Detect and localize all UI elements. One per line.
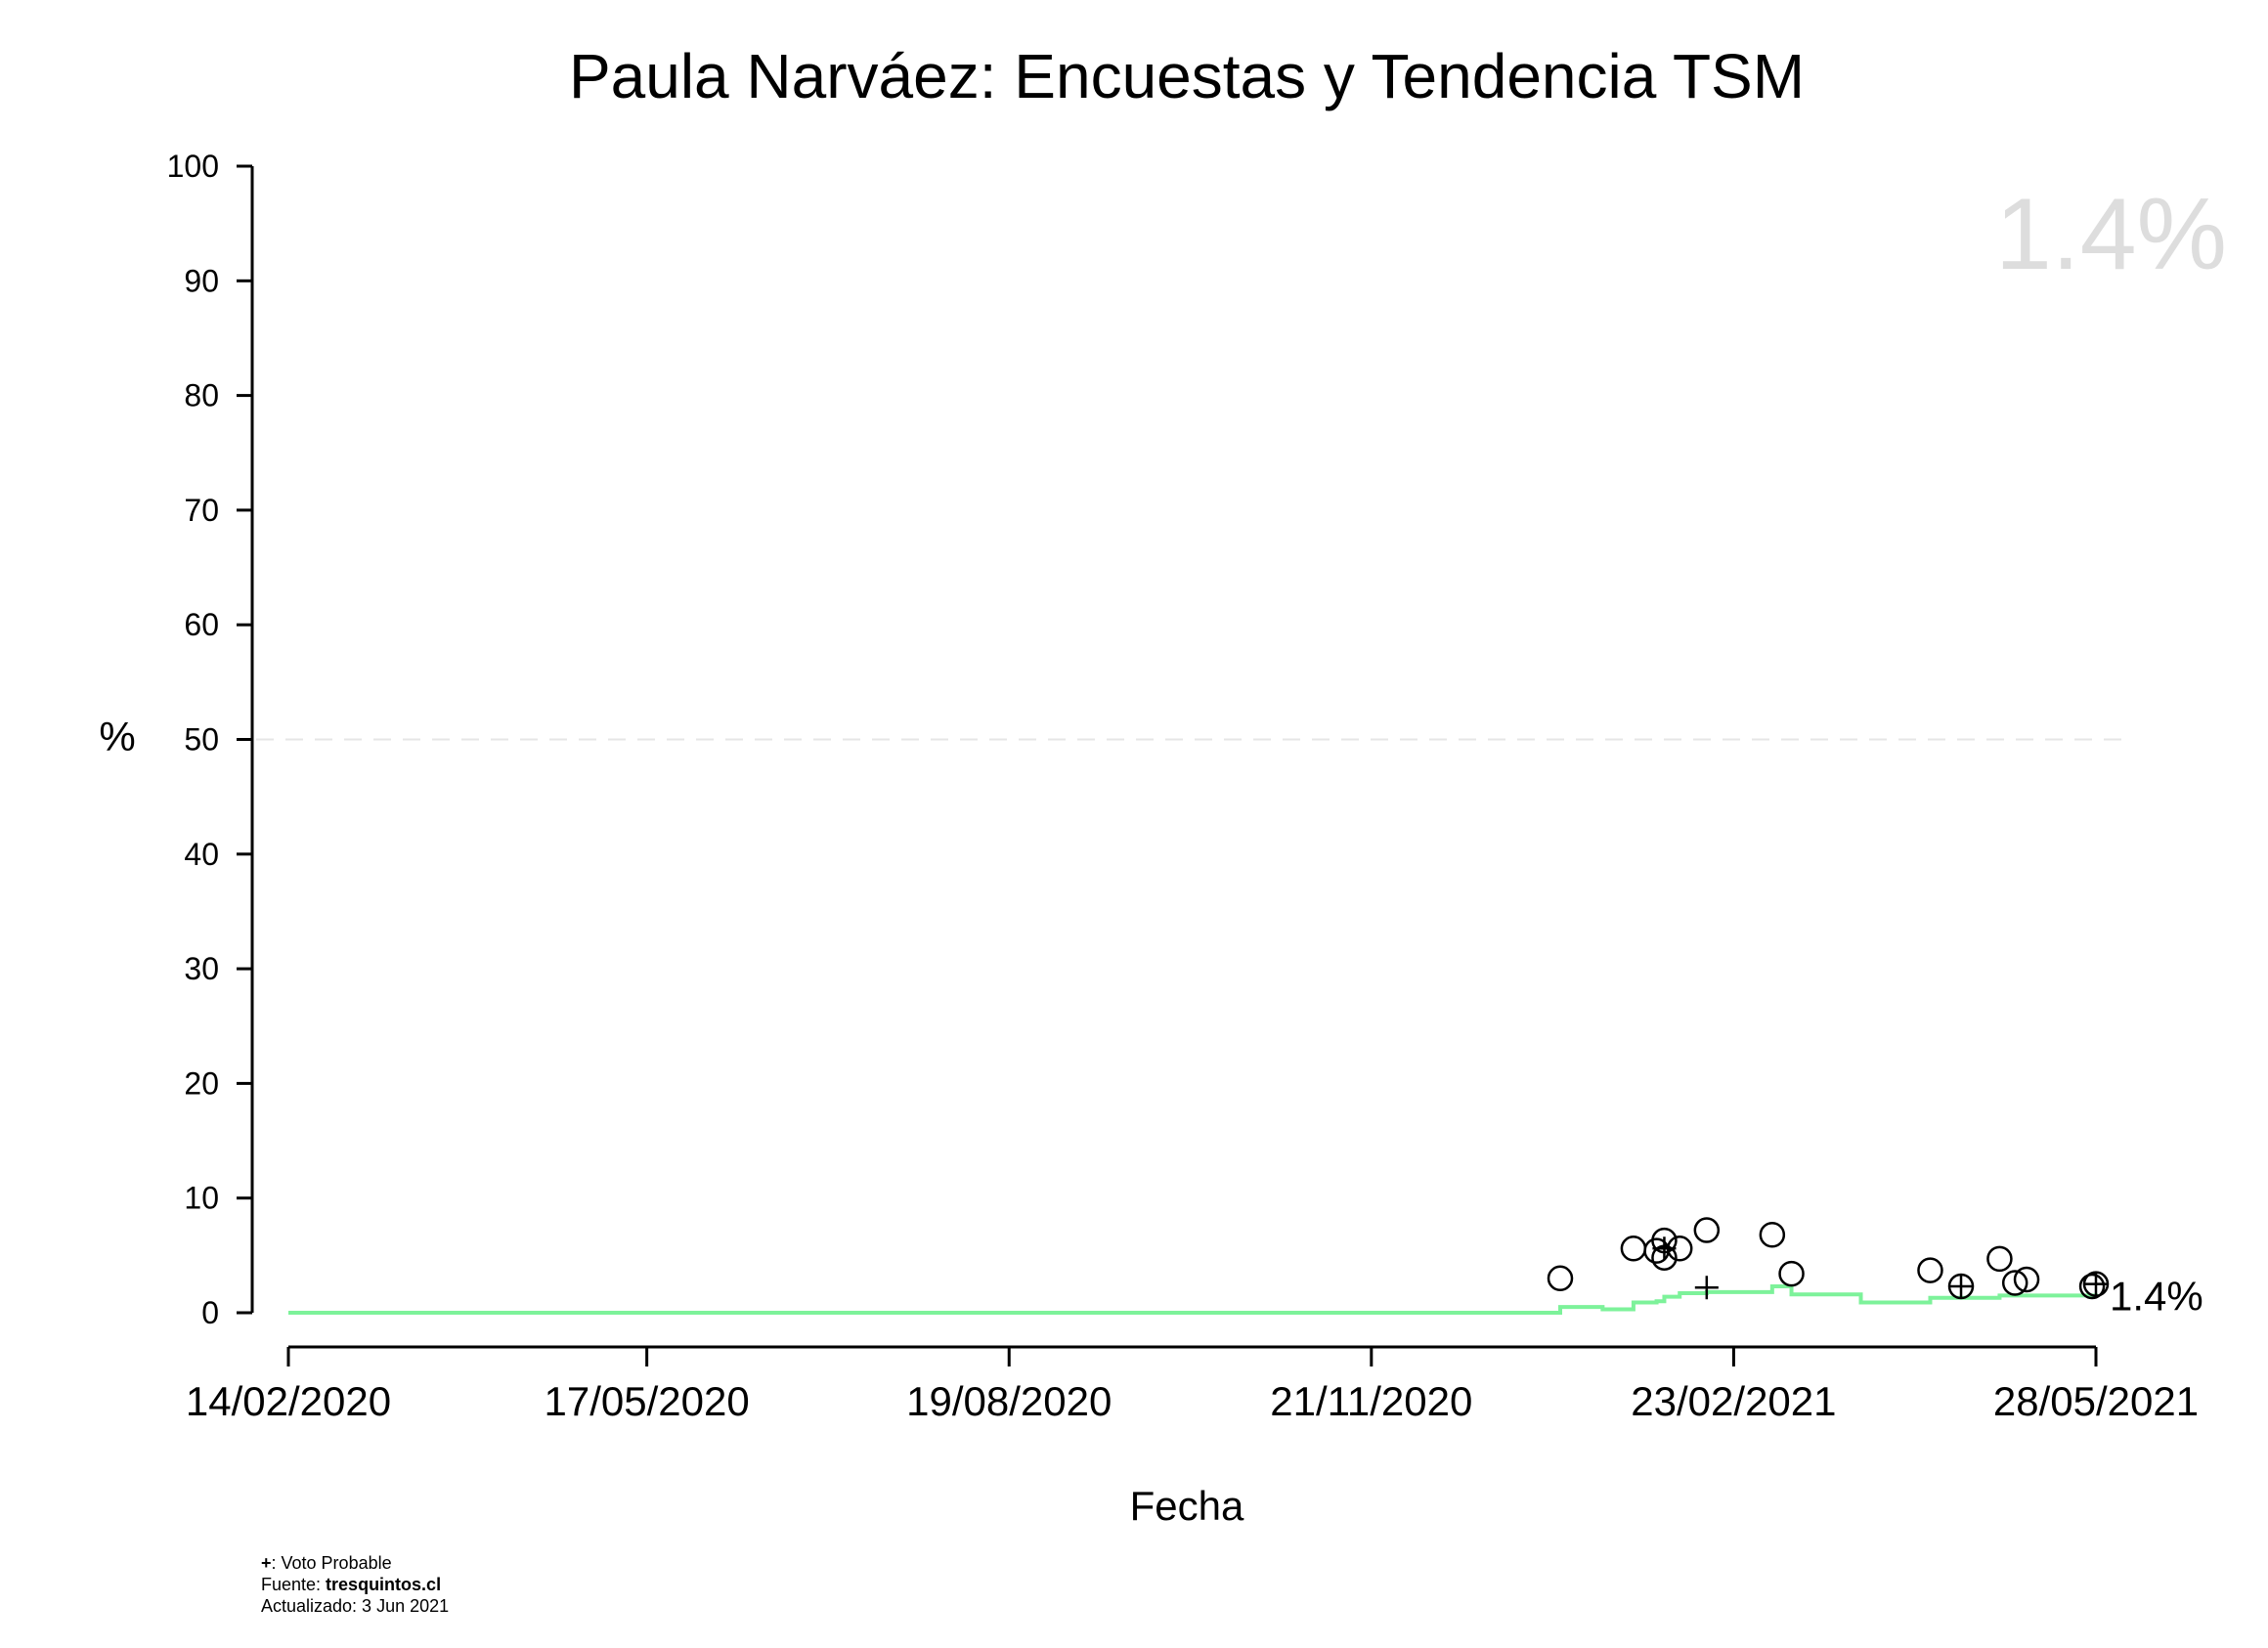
- poll-point: [1547, 1265, 1574, 1292]
- footer-updated: Actualizado: 3 Jun 2021: [261, 1596, 450, 1616]
- likely-voter-point: [1652, 1236, 1677, 1261]
- likely-voter-point: [1949, 1275, 1974, 1299]
- footer-source-prefix: Fuente:: [261, 1575, 327, 1594]
- y-tick-label: 10: [184, 1181, 219, 1216]
- y-axis: 0 10 20 30 40 50 60 70 80 90 100: [167, 149, 254, 1330]
- poll-point: [1917, 1257, 1943, 1283]
- poll-point: [1986, 1245, 2013, 1273]
- trend-line: [288, 1284, 2098, 1315]
- y-tick-label: 60: [184, 607, 219, 642]
- poll-points: [1547, 1217, 2110, 1300]
- y-tick-label: 40: [184, 837, 219, 872]
- chart-title: Paula Narváez: Encuestas y Tendencia TSM: [569, 41, 1805, 111]
- y-tick-label: 30: [184, 951, 219, 986]
- poll-point: [2013, 1266, 2040, 1293]
- x-axis-label: Fecha: [1130, 1483, 1244, 1529]
- y-tick-label: 50: [184, 722, 219, 758]
- chart-footer: +: Voto Probable Fuente: tresquintos.cl …: [261, 1552, 449, 1617]
- y-tick-label: 0: [201, 1295, 219, 1330]
- footer-source-name: tresquintos.cl: [326, 1575, 442, 1594]
- y-axis-label: %: [99, 714, 135, 759]
- poll-point: [2001, 1270, 2028, 1296]
- poll-point: [1620, 1236, 1647, 1262]
- x-tick-label: 21/11/2020: [1270, 1378, 1472, 1424]
- footer-source: Fuente: tresquintos.cl: [261, 1574, 449, 1595]
- footer-legend: +: Voto Probable: [261, 1552, 449, 1574]
- x-tick-label: 23/02/2021: [1631, 1378, 1836, 1424]
- likely-voter-point: [1694, 1276, 1719, 1300]
- poll-point: [1778, 1260, 1805, 1287]
- poll-point: [2078, 1273, 2106, 1300]
- y-tick-label: 80: [184, 378, 219, 413]
- y-tick-label: 20: [184, 1065, 219, 1101]
- footer-legend-text: : Voto Probable: [271, 1553, 392, 1573]
- y-tick-label: 70: [184, 493, 219, 528]
- poll-point: [1693, 1217, 1721, 1243]
- x-tick-label: 17/05/2020: [545, 1378, 750, 1424]
- y-tick-label: 100: [167, 149, 219, 184]
- x-tick-label: 28/05/2021: [1993, 1378, 2199, 1424]
- x-tick-label: 19/08/2020: [906, 1378, 1112, 1424]
- x-axis: 14/02/2020 17/05/2020 19/08/2020 21/11/2020…: [186, 1345, 2199, 1424]
- likely-voter-point: [2084, 1272, 2108, 1296]
- poll-point: [1759, 1221, 1786, 1248]
- end-value-label: 1.4%: [2110, 1274, 2203, 1320]
- footer-legend-symbol: +: [261, 1553, 272, 1573]
- x-tick-label: 14/02/2020: [186, 1378, 391, 1424]
- big-value-label: 1.4%: [1995, 178, 2227, 291]
- y-tick-label: 90: [184, 263, 219, 298]
